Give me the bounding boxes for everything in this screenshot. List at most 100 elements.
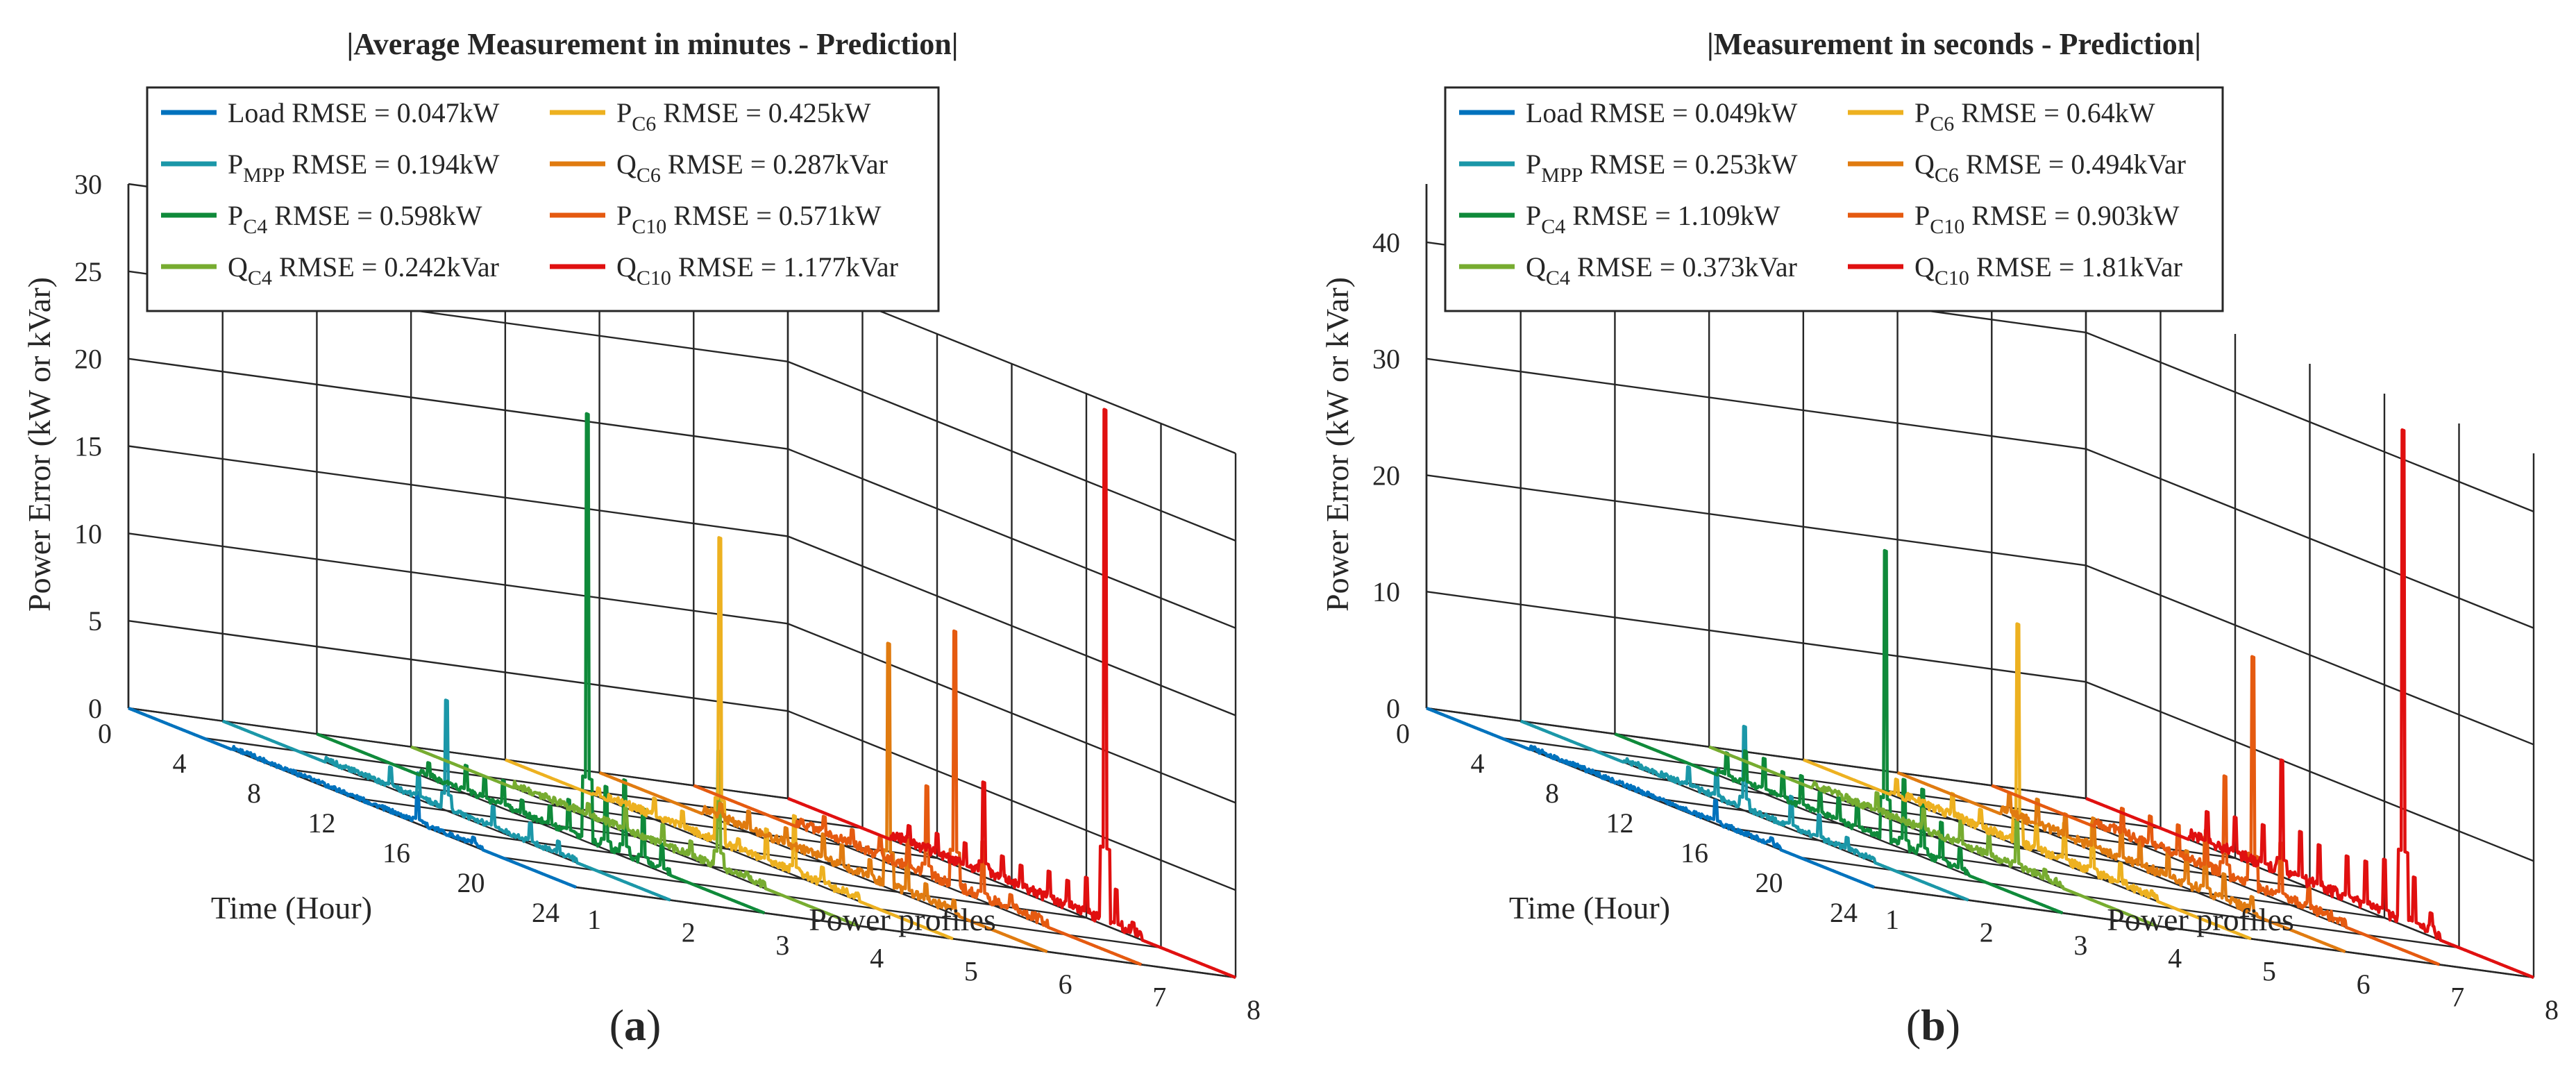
panel-b-floor-xgrid-0 <box>1426 707 2087 800</box>
panel-b-xtick-1: 4 <box>1471 748 1485 779</box>
panel-a-ytick-7: 8 <box>1247 994 1261 1025</box>
panel-a-series-6 <box>598 641 1048 953</box>
panel-b-ztick-0: 0 <box>1386 693 1400 724</box>
panel-a-legend-label-2: PMPP RMSE = 0.194kW <box>228 149 500 187</box>
panel-a-ztick-1: 5 <box>88 605 102 637</box>
panel-a-xtick-0: 0 <box>98 718 112 749</box>
panel-a-floor-xgrid-5 <box>501 856 1161 949</box>
panel-a-series-1 <box>128 706 577 889</box>
panel-b-series-1 <box>1426 706 1875 889</box>
panel-a-ytick-4: 5 <box>964 955 978 987</box>
panel-b-backwall-zgrid-1 <box>1426 591 2087 683</box>
panel-b-floor-xgrid-1 <box>1501 737 2161 830</box>
panel-a-ytick-1: 2 <box>682 917 696 948</box>
panel-b-xtick-0: 0 <box>1396 718 1410 749</box>
panel-b-xtick-5: 20 <box>1756 867 1783 898</box>
panel-a-legend-label-7: PC10 RMSE = 0.571kW <box>616 200 882 238</box>
panel-b-series-7 <box>1991 655 2441 966</box>
panel-b-ytick-1: 2 <box>1980 917 1994 948</box>
panel-b-series-3 <box>1614 548 2064 915</box>
panel-a-floor-xgrid-1 <box>203 737 863 830</box>
panel-b-ytick-0: 1 <box>1885 904 1899 935</box>
panel-a-xtick-6: 24 <box>532 897 559 928</box>
panel-a-ztick-6: 30 <box>74 169 102 200</box>
panel-a-series-3 <box>316 412 766 915</box>
panel-a-legend-label-6: QC6 RMSE = 0.287kVar <box>616 149 888 187</box>
panel-b-legend-label-2: PMPP RMSE = 0.253kW <box>1526 149 1798 187</box>
panel-b-legend-box <box>1444 86 2224 312</box>
panel-b-xtick-2: 8 <box>1545 778 1559 809</box>
panel-a-legend-label-1: Load RMSE = 0.047kW <box>228 97 500 128</box>
panel-b-legend-label-3: PC4 RMSE = 1.109kW <box>1526 200 1781 238</box>
panel-b-ztick-1: 10 <box>1372 576 1400 607</box>
panel-b-series-4 <box>1708 745 2158 928</box>
panel-b-backwall-zgrid-3 <box>1426 358 2087 450</box>
panel-a-legend: Load RMSE = 0.047kW PMPP RMSE = 0.194kW PC… <box>146 86 940 312</box>
panel-a-zlabel: Power Error (kW or kVar) <box>22 277 57 612</box>
panel-a-series-5 <box>504 536 954 941</box>
panel-a-backwall-zgrid-3 <box>128 445 789 537</box>
panel-b-tag: (b) <box>1906 1000 1960 1050</box>
panel-a-backwall-zgrid-2 <box>128 532 789 625</box>
panel-b-floor-xgrid-5 <box>1799 856 2459 949</box>
panel-a-series-4 <box>410 745 860 928</box>
panel-a-legend-label-4: QC4 RMSE = 0.242kVar <box>228 251 499 290</box>
panel-a-ztick-0: 0 <box>88 693 102 724</box>
panel-b-legend-label-6: QC6 RMSE = 0.494kVar <box>1914 149 2186 187</box>
panel-b-ztick-3: 30 <box>1372 344 1400 375</box>
panel-a-xtick-1: 4 <box>173 748 187 779</box>
panel-a-series-7 <box>693 629 1143 966</box>
panel-a-ztick-3: 15 <box>74 431 102 462</box>
panel-a-ytick-3: 4 <box>870 943 884 974</box>
panel-b-xtick-6: 24 <box>1830 897 1858 928</box>
panel-b-series <box>1426 428 2534 980</box>
panel-a-backwall-zgrid-1 <box>128 619 789 712</box>
panel-b-legend-label-7: PC10 RMSE = 0.903kW <box>1914 200 2180 238</box>
panel-b-legend: Load RMSE = 0.049kW PMPP RMSE = 0.253kW PC… <box>1444 86 2224 312</box>
panel-b-ytick-4: 5 <box>2262 955 2276 987</box>
panel-a-ylabel: Power profiles <box>809 902 996 937</box>
panel-b-zlabel: Power Error (kW or kVar) <box>1320 277 1355 612</box>
panel-a-tag: (a) <box>609 1000 662 1050</box>
panel-b-ytick-7: 8 <box>2545 994 2559 1025</box>
panel-b-series-2 <box>1519 719 1969 902</box>
panel-b-backwall-zgrid-2 <box>1426 474 2087 567</box>
panel-a-floor-xgrid-0 <box>128 707 789 800</box>
panel-b-xtick-4: 16 <box>1681 837 1708 869</box>
panel-a-xlabel: Time (Hour) <box>211 890 372 925</box>
panel-b-ytick-3: 4 <box>2168 943 2182 974</box>
panel-b-ytick-6: 7 <box>2450 981 2464 1012</box>
panel-b-legend-label-5: PC6 RMSE = 0.64kW <box>1914 97 2155 135</box>
panel-a-legend-label-3: PC4 RMSE = 0.598kW <box>228 200 482 238</box>
panel-a-ytick-2: 3 <box>775 930 789 961</box>
panel-b-ylabel: Power profiles <box>2107 902 2294 937</box>
panel-a-xtick-3: 12 <box>308 807 336 839</box>
panel-a-title: |Average Measurement in minutes - Predic… <box>347 27 959 61</box>
panel-a-series <box>128 408 1236 980</box>
panel-a-legend-label-8: QC10 RMSE = 1.177kVar <box>616 251 898 290</box>
panel-b-legend-label-4: QC4 RMSE = 0.373kVar <box>1526 251 1797 290</box>
panel-a-xtick-2: 8 <box>247 778 261 809</box>
panel-b-ytick-2: 3 <box>2073 930 2087 961</box>
panel-b-xlabel: Time (Hour) <box>1509 890 1670 925</box>
panel-b-title: |Measurement in seconds - Prediction| <box>1707 27 2201 61</box>
panel-a-ytick-0: 1 <box>587 904 601 935</box>
panel-a-legend-box <box>146 86 940 312</box>
panel-a-xtick-4: 16 <box>382 837 410 869</box>
panel-b-ztick-2: 20 <box>1372 460 1400 491</box>
panel-a-series-8 <box>787 408 1236 980</box>
panel-b-ztick-4: 40 <box>1372 227 1400 258</box>
panel-a-ztick-2: 10 <box>74 518 102 549</box>
panel-a-ztick-5: 25 <box>74 256 102 287</box>
panel-a-xtick-5: 20 <box>457 867 485 898</box>
panel-b-ytick-5: 6 <box>2357 968 2371 1000</box>
panel-a-legend-label-5: PC6 RMSE = 0.425kW <box>616 97 871 135</box>
panel-b-y-axis <box>1874 886 2534 979</box>
panel-a-ztick-4: 20 <box>74 344 102 375</box>
panel-a-series-2 <box>221 698 671 902</box>
